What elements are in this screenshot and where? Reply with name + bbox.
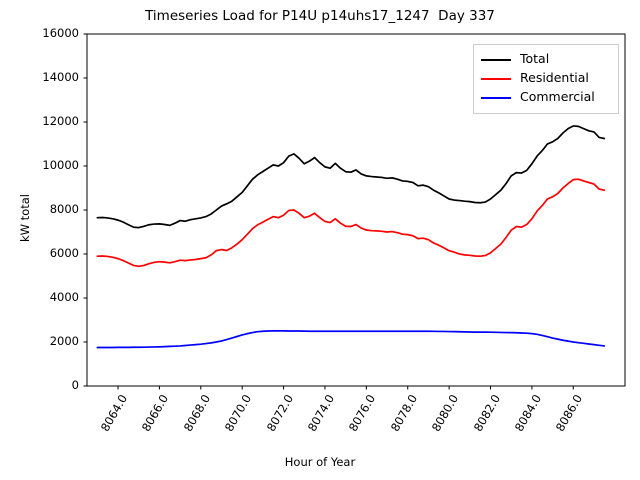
legend-swatch-total xyxy=(481,58,511,61)
series-line-total xyxy=(96,125,606,229)
legend-swatch-commercial xyxy=(481,96,511,99)
axis-tick-marks xyxy=(83,33,574,390)
y-tick-label: 8000 xyxy=(49,202,79,216)
chart-legend: Total Residential Commercial xyxy=(473,44,619,114)
legend-item-residential: Residential xyxy=(481,69,611,88)
legend-swatch-residential xyxy=(481,77,511,80)
data-series-lines xyxy=(96,125,606,349)
series-line-commercial xyxy=(96,330,606,349)
legend-item-total: Total xyxy=(481,50,611,69)
y-axis-label: kW total xyxy=(18,194,32,242)
y-tick-label: 16000 xyxy=(42,26,79,40)
y-tick-label: 2000 xyxy=(49,334,79,348)
y-tick-label: 12000 xyxy=(42,114,79,128)
y-tick-label: 14000 xyxy=(42,70,79,84)
legend-label-residential: Residential xyxy=(520,70,589,86)
legend-item-commercial: Commercial xyxy=(481,88,611,107)
series-line-residential xyxy=(96,178,606,268)
y-tick-label: 0 xyxy=(71,378,79,392)
y-tick-label: 4000 xyxy=(49,290,79,304)
y-tick-label: 10000 xyxy=(42,158,79,172)
legend-label-commercial: Commercial xyxy=(520,89,595,105)
legend-label-total: Total xyxy=(520,51,550,67)
y-tick-label: 6000 xyxy=(49,246,79,260)
x-axis-label: Hour of Year xyxy=(284,455,356,469)
chart-title: Timeseries Load for P14U p14uhs17_1247 D… xyxy=(145,8,495,24)
